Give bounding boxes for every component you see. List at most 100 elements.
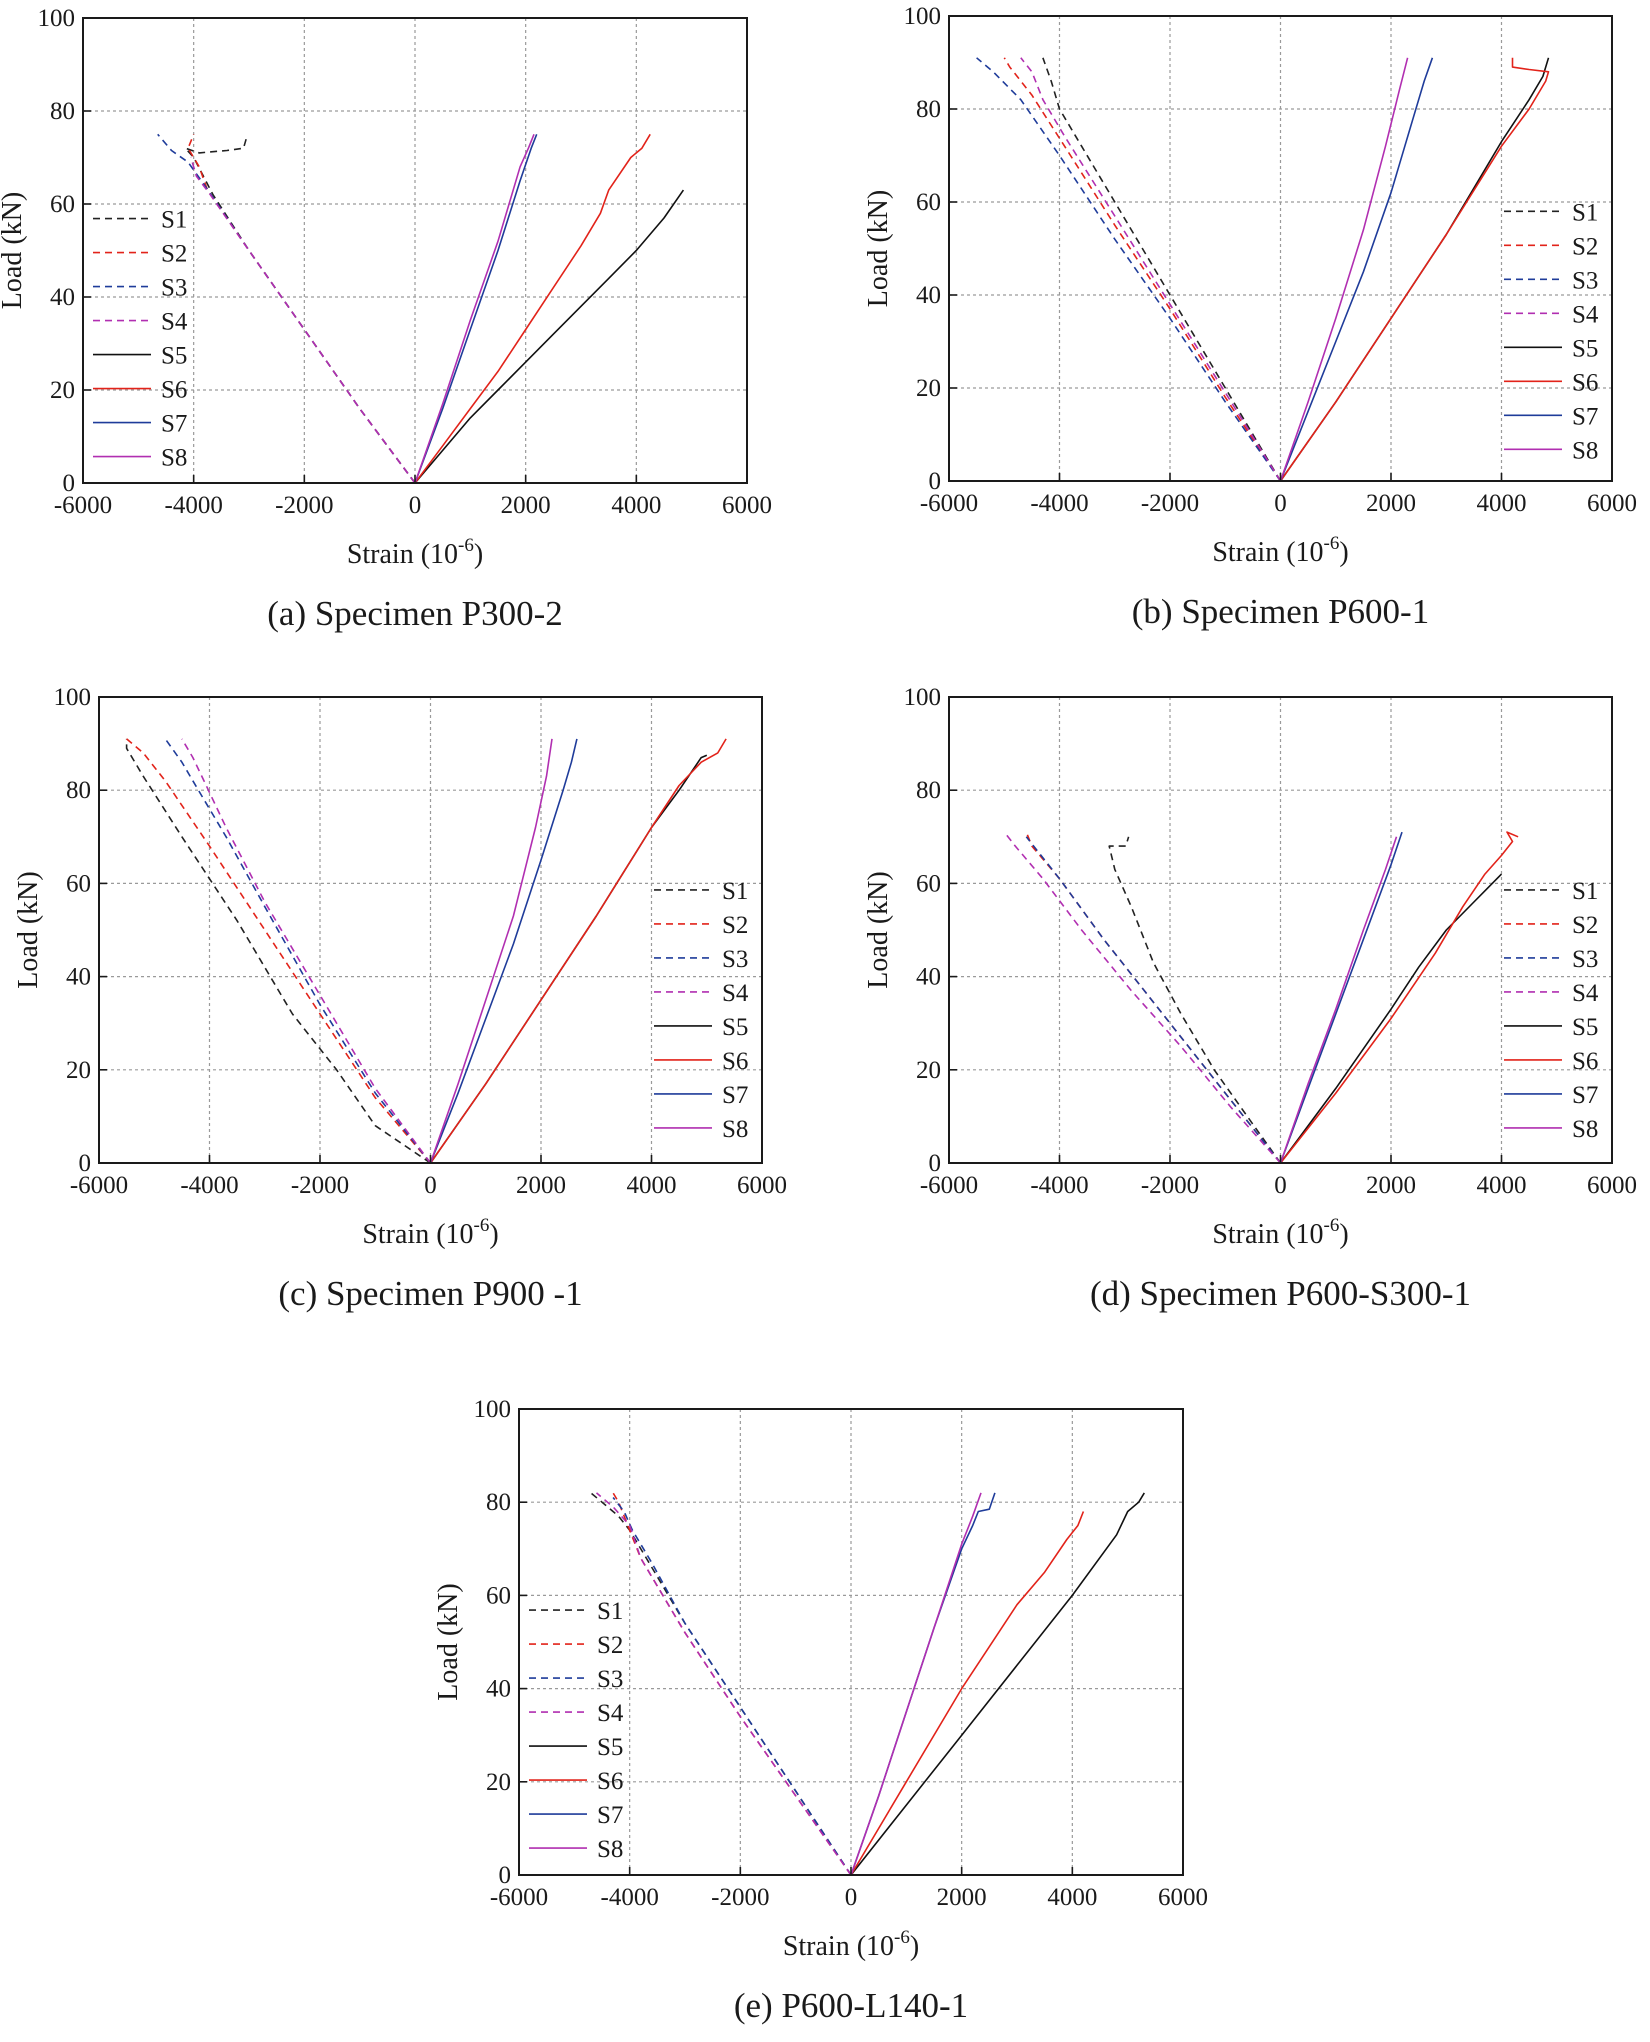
legend: S1 S2 S3 S4 S5 S6 S7 S8	[1504, 199, 1599, 464]
legend-label-s2: S2	[161, 241, 187, 268]
x-axis-label-exponent: -6	[1324, 533, 1340, 554]
x-tick-label: 2000	[1366, 1172, 1416, 1199]
series-line-s1	[1042, 57, 1282, 482]
chart-panel-1: -6000 -4000 -2000 0 2000 4000 6000 0 20 40 60 80 100…	[0, 5, 772, 633]
series-line-s6	[850, 1511, 1085, 1876]
x-tick-label: 4000	[1047, 1884, 1097, 1911]
legend-label-s2: S2	[1572, 912, 1598, 939]
legend-label-s2: S2	[722, 912, 748, 939]
legend-label-s7: S7	[597, 1802, 623, 1829]
y-tick-label: 60	[66, 870, 91, 897]
legend-label-s6: S6	[1572, 1048, 1598, 1075]
series-line-s7	[414, 134, 538, 484]
y-tick-label: 20	[66, 1057, 91, 1084]
x-tick-label: -6000	[70, 1172, 128, 1199]
y-tick-label: 100	[904, 684, 942, 711]
x-tick-label: -2000	[1141, 1172, 1199, 1199]
series-line-s5	[850, 1492, 1145, 1876]
x-axis-label: Strain (10-6)	[783, 1927, 919, 1962]
x-tick-label: 6000	[1587, 490, 1637, 517]
legend-label-s6: S6	[161, 377, 187, 404]
series-line-s6	[1279, 57, 1550, 482]
legend: S1 S2 S3 S4 S5 S6 S7 S8	[1504, 878, 1599, 1143]
x-axis-label: Strain (10-6)	[1212, 1215, 1348, 1250]
y-tick-label: 40	[50, 284, 75, 311]
chart-panel-5: -6000 -4000 -2000 0 2000 4000 6000 0 20 40 60 80 100…	[433, 1396, 1208, 2025]
y-tick-label: 20	[50, 377, 75, 404]
y-tick-label: 40	[486, 1676, 511, 1703]
x-axis-label: Strain (10-6)	[1212, 533, 1348, 568]
series-line-s4	[1020, 57, 1282, 482]
y-axis-label: Load (kN)	[863, 190, 894, 307]
x-axis-label: Strain (10-6)	[362, 1215, 498, 1250]
panel-caption: (c) Specimen P900 -1	[278, 1274, 582, 1313]
series-line-s8	[1279, 57, 1409, 482]
x-tick-label: -4000	[601, 1884, 659, 1911]
x-axis-label-exponent: -6	[1324, 1215, 1340, 1236]
y-tick-label: 80	[916, 96, 941, 123]
x-axis-label-end: )	[474, 539, 483, 570]
series-line-s8	[1279, 836, 1398, 1164]
x-tick-label: -6000	[920, 1172, 978, 1199]
legend-label-s8: S8	[722, 1116, 748, 1143]
y-tick-label: 100	[54, 684, 92, 711]
y-tick-label: 20	[916, 1057, 941, 1084]
legend-label-s8: S8	[1572, 437, 1598, 464]
panel-caption: (b) Specimen P600-1	[1132, 592, 1429, 631]
x-tick-label: -4000	[180, 1172, 238, 1199]
y-axis-label: Load (kN)	[433, 1583, 464, 1700]
y-tick-label: 100	[38, 5, 76, 32]
series-line-s1	[1108, 836, 1282, 1164]
legend: S1 S2 S3 S4 S5 S6 S7 S8	[654, 878, 749, 1143]
x-axis-label-end: )	[1339, 1219, 1348, 1250]
legend-label-s4: S4	[1572, 980, 1599, 1007]
y-tick-label: 40	[916, 964, 941, 991]
series-line-s6	[1279, 831, 1519, 1164]
y-tick-label: 60	[916, 870, 941, 897]
series-line-s4	[595, 1492, 852, 1876]
x-axis-label-exponent: -6	[458, 535, 474, 556]
x-tick-label: 0	[409, 492, 422, 519]
x-tick-label: -6000	[54, 492, 112, 519]
x-axis-label: Strain (10-6)	[347, 535, 483, 570]
y-axis-label: Load (kN)	[863, 871, 894, 988]
x-tick-label: 0	[845, 1884, 858, 1911]
x-axis-label-exponent: -6	[474, 1215, 490, 1236]
y-tick-label: 60	[486, 1582, 511, 1609]
x-tick-label: 4000	[627, 1172, 677, 1199]
x-tick-label: 4000	[611, 492, 661, 519]
y-tick-label: 80	[50, 98, 75, 125]
x-tick-label: 2000	[937, 1884, 987, 1911]
legend-label-s1: S1	[1572, 878, 1598, 905]
legend-label-s4: S4	[1572, 301, 1599, 328]
legend-label-s1: S1	[597, 1598, 623, 1625]
y-tick-label: 80	[66, 777, 91, 804]
x-axis-label-text: Strain (10	[783, 1931, 894, 1962]
panel-caption: (d) Specimen P600-S300-1	[1090, 1274, 1471, 1313]
y-tick-label: 20	[486, 1769, 511, 1796]
x-tick-label: -2000	[711, 1884, 769, 1911]
legend-label-s1: S1	[1572, 199, 1598, 226]
series-line-s7	[429, 738, 578, 1164]
legend-label-s6: S6	[597, 1768, 623, 1795]
legend-label-s8: S8	[161, 445, 187, 472]
legend-label-s6: S6	[722, 1048, 748, 1075]
legend-label-s4: S4	[161, 309, 188, 336]
y-tick-label: 40	[916, 282, 941, 309]
series-line-s7	[1279, 831, 1403, 1164]
x-tick-label: 2000	[1366, 490, 1416, 517]
series-line-s5	[414, 189, 685, 484]
series-line-s3	[612, 1497, 852, 1876]
panel-caption: (a) Specimen P300-2	[267, 594, 562, 633]
x-tick-label: 0	[1274, 490, 1287, 517]
y-tick-label: 80	[486, 1489, 511, 1516]
legend-label-s2: S2	[1572, 233, 1598, 260]
x-axis-label-text: Strain (10	[362, 1219, 473, 1250]
series-line-s5	[1279, 873, 1503, 1164]
y-tick-label: 60	[916, 189, 941, 216]
x-tick-label: -2000	[291, 1172, 349, 1199]
chart-panel-4: -6000 -4000 -2000 0 2000 4000 6000 0 20 40 60 80 100…	[863, 684, 1637, 1313]
legend-label-s5: S5	[161, 343, 187, 370]
x-tick-label: -6000	[490, 1884, 548, 1911]
